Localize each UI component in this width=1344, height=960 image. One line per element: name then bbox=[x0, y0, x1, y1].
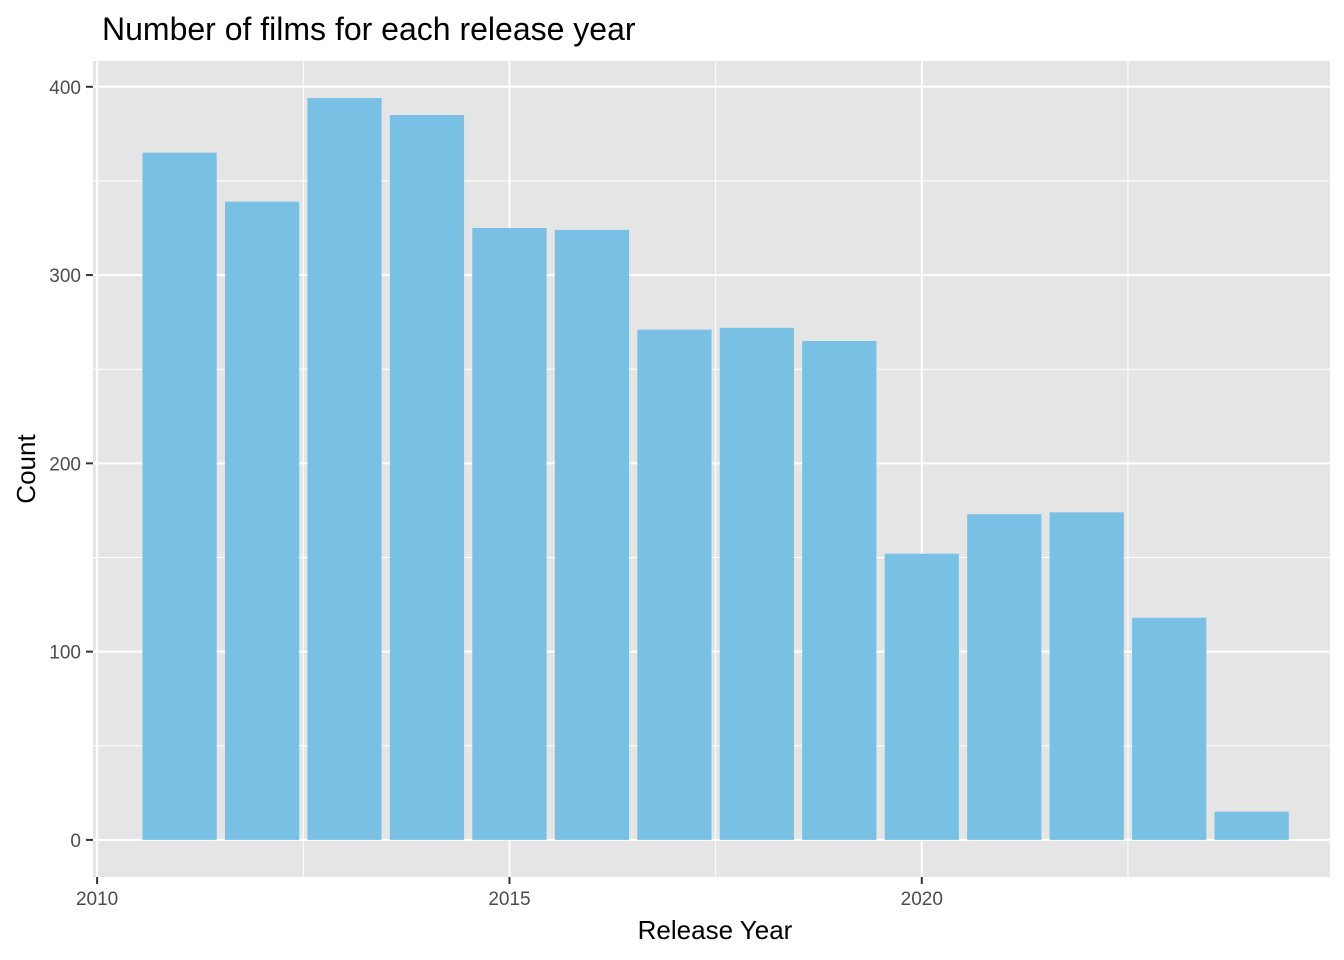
bar-2012 bbox=[224, 201, 300, 840]
chart-title: Number of films for each release year bbox=[102, 11, 636, 47]
bars bbox=[142, 98, 1289, 840]
bar-2015 bbox=[472, 228, 547, 840]
y-tick-label: 300 bbox=[49, 266, 81, 287]
axes: 0 100 200 300 400 2010 2015 2020 bbox=[49, 78, 943, 910]
y-tick-label: 0 bbox=[70, 831, 81, 852]
y-axis-title: Count bbox=[11, 434, 41, 504]
bar-2024 bbox=[1214, 811, 1289, 840]
x-tick-label: 2010 bbox=[76, 889, 118, 910]
bar-2020 bbox=[884, 553, 959, 840]
bar-2021 bbox=[967, 514, 1042, 840]
bar-2017 bbox=[637, 329, 712, 840]
y-tick-label: 400 bbox=[49, 78, 81, 99]
bar-2019 bbox=[802, 340, 877, 840]
bar-2016 bbox=[554, 229, 630, 840]
y-tick-label: 200 bbox=[49, 454, 81, 475]
bar-2022 bbox=[1049, 512, 1124, 840]
bar-2018 bbox=[719, 327, 794, 840]
bar-2014 bbox=[389, 115, 465, 840]
x-tick-label: 2020 bbox=[901, 889, 943, 910]
x-axis-title: Release Year bbox=[638, 915, 793, 945]
bar-2011 bbox=[142, 152, 217, 840]
bar-2013 bbox=[307, 98, 382, 840]
y-tick-label: 100 bbox=[49, 643, 81, 664]
bar-2023 bbox=[1132, 617, 1207, 840]
x-tick-label: 2015 bbox=[488, 889, 530, 910]
